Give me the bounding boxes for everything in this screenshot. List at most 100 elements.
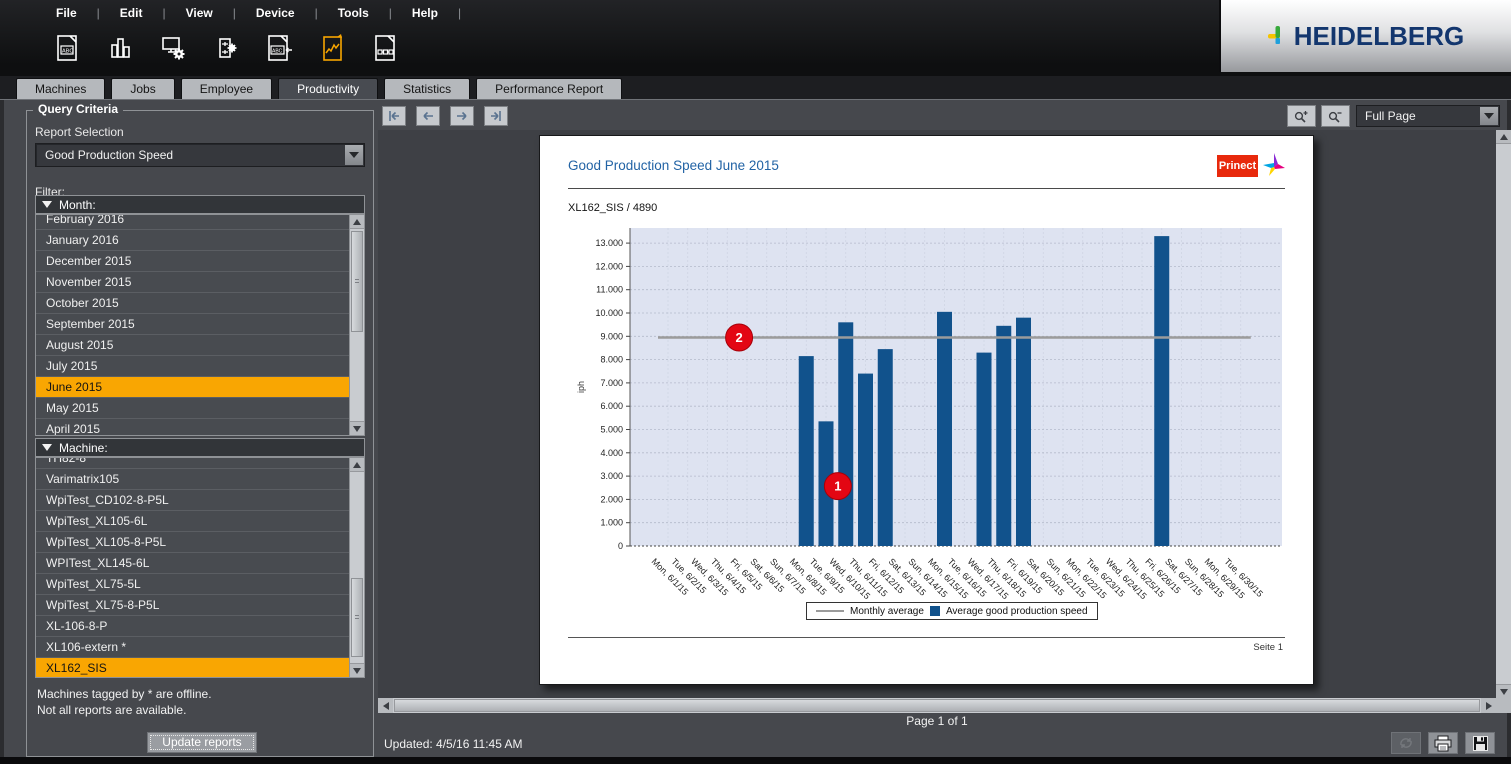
- menu-tools[interactable]: Tools: [332, 6, 375, 20]
- bar-fri-6-26-15: [1154, 236, 1169, 546]
- device-settings-icon[interactable]: [209, 30, 245, 66]
- menu-view[interactable]: View: [180, 6, 219, 20]
- chevron-down-icon[interactable]: [345, 145, 363, 165]
- y-tick-label: 9.000: [600, 331, 623, 341]
- month-item-december-2015[interactable]: December 2015: [36, 251, 349, 272]
- machine-item-wpitest-xl75-8-p5l[interactable]: WpiTest_XL75-8-P5L: [36, 595, 349, 616]
- scroll-up-icon[interactable]: [1496, 130, 1511, 144]
- report-canvas: 01.0002.0003.0004.0005.0006.0007.0008.00…: [378, 130, 1496, 698]
- tab-statistics[interactable]: Statistics: [384, 78, 470, 99]
- print-button[interactable]: [1428, 732, 1458, 754]
- scroll-down-icon[interactable]: [350, 663, 364, 677]
- refresh-button[interactable]: [1391, 732, 1421, 754]
- update-reports-button[interactable]: Update reports: [147, 732, 257, 753]
- scroll-up-icon[interactable]: [350, 458, 364, 472]
- machine-item-varimatrix105[interactable]: Varimatrix105: [36, 469, 349, 490]
- zoom-out-button[interactable]: [1321, 105, 1350, 127]
- scroll-up-icon[interactable]: [350, 215, 364, 229]
- machine-listbox: TH82-8Varimatrix105WpiTest_CD102-8-P5LWp…: [35, 457, 365, 678]
- menu-separator: |: [97, 6, 100, 20]
- month-item-november-2015[interactable]: November 2015: [36, 272, 349, 293]
- machine-item-wpitest-xl75-5l[interactable]: WpiTest_XL75-5L: [36, 574, 349, 595]
- y-tick-label: 13.000: [595, 238, 623, 248]
- machine-item-wpitest-xl145-6l[interactable]: WPITest_XL145-6L: [36, 553, 349, 574]
- tab-performance-report[interactable]: Performance Report: [476, 78, 622, 99]
- tab-employee[interactable]: Employee: [181, 78, 272, 99]
- month-scrollbar[interactable]: [349, 215, 364, 435]
- last-page-button[interactable]: [484, 106, 508, 126]
- menu-edit[interactable]: Edit: [114, 6, 149, 20]
- scrollbar-thumb[interactable]: [351, 578, 363, 657]
- month-item-july-2015[interactable]: July 2015: [36, 356, 349, 377]
- report-import-icon[interactable]: ABC: [262, 30, 298, 66]
- y-tick-label: 11.000: [596, 285, 623, 295]
- scrollbar-thumb[interactable]: [351, 231, 363, 332]
- machine-item-th82-8[interactable]: TH82-8: [36, 457, 349, 469]
- legend-label-average: Monthly average: [850, 606, 924, 617]
- report-selection-label: Report Selection: [35, 125, 124, 139]
- machine-section-header[interactable]: Machine:: [35, 438, 365, 457]
- menu-help[interactable]: Help: [406, 6, 444, 20]
- annotation-number: 2: [735, 330, 742, 345]
- y-axis-title: iph: [576, 381, 586, 393]
- tab-machines[interactable]: Machines: [16, 78, 105, 99]
- save-button[interactable]: [1465, 732, 1495, 754]
- first-page-button[interactable]: [382, 106, 406, 126]
- menu-separator: |: [458, 6, 461, 20]
- chevron-down-icon[interactable]: [1480, 107, 1498, 125]
- scroll-down-icon[interactable]: [350, 421, 364, 435]
- report-selection-dropdown[interactable]: Good Production Speed: [35, 143, 365, 167]
- report-nodes-icon[interactable]: [368, 30, 404, 66]
- menu-separator: |: [389, 6, 392, 20]
- machine-job-label: XL162_SIS / 4890: [568, 202, 657, 214]
- month-section-header[interactable]: Month:: [35, 195, 365, 214]
- menu-file[interactable]: File: [50, 6, 83, 20]
- chart-legend: Monthly average Average good production …: [806, 602, 1098, 620]
- machine-item-wpitest-xl105-8-p5l[interactable]: WpiTest_XL105-8-P5L: [36, 532, 349, 553]
- y-tick-label: 3.000: [600, 471, 623, 481]
- bar-wed-6-10-15: [838, 322, 853, 546]
- status-updated-text: Updated: 4/5/16 11:45 AM: [384, 737, 523, 751]
- machine-item-xl-106-8-p[interactable]: XL-106-8-P: [36, 616, 349, 637]
- month-item-january-2016[interactable]: January 2016: [36, 230, 349, 251]
- next-page-icon: [454, 110, 470, 122]
- zoom-in-button[interactable]: [1287, 105, 1316, 127]
- machine-item-wpitest-cd102-8-p5l[interactable]: WpiTest_CD102-8-P5L: [36, 490, 349, 511]
- abc-glyph: ABC: [62, 49, 73, 55]
- month-item-april-2015[interactable]: April 2015: [36, 419, 349, 436]
- month-item-february-2016[interactable]: February 2016: [36, 214, 349, 230]
- scroll-right-icon[interactable]: [1481, 698, 1496, 713]
- scrollbar-thumb[interactable]: [394, 699, 1480, 712]
- machine-item-xl162-sis[interactable]: XL162_SIS: [36, 658, 349, 678]
- y-tick-label: 0: [618, 541, 623, 551]
- reports-note: Not all reports are available.: [37, 703, 186, 717]
- machine-item-wpitest-xl105-6l[interactable]: WpiTest_XL105-6L: [36, 511, 349, 532]
- printer-icon: [1433, 735, 1453, 752]
- performance-report-icon[interactable]: [315, 30, 351, 66]
- month-item-september-2015[interactable]: September 2015: [36, 314, 349, 335]
- zoom-level-dropdown[interactable]: Full Page: [1356, 105, 1500, 127]
- scroll-left-icon[interactable]: [378, 698, 393, 713]
- viewer-horizontal-scrollbar[interactable]: [378, 698, 1496, 713]
- abc-glyph: ABC: [272, 49, 283, 55]
- zoom-in-icon: [1293, 109, 1310, 124]
- tab-productivity[interactable]: Productivity: [278, 78, 378, 99]
- computer-settings-icon[interactable]: [156, 30, 192, 66]
- bar-mon-6-15-15: [937, 312, 952, 546]
- footer-divider: [568, 637, 1285, 638]
- tab-jobs[interactable]: Jobs: [111, 78, 174, 99]
- next-page-button[interactable]: [450, 106, 474, 126]
- month-item-october-2015[interactable]: October 2015: [36, 293, 349, 314]
- bar-mon-6-8-15: [799, 356, 814, 546]
- viewer-vertical-scrollbar[interactable]: [1496, 130, 1511, 698]
- month-item-august-2015[interactable]: August 2015: [36, 335, 349, 356]
- month-item-may-2015[interactable]: May 2015: [36, 398, 349, 419]
- menu-device[interactable]: Device: [250, 6, 301, 20]
- machine-item-xl106-extern[interactable]: XL106-extern *: [36, 637, 349, 658]
- scroll-down-icon[interactable]: [1496, 684, 1511, 698]
- previous-page-button[interactable]: [416, 106, 440, 126]
- report-abc-icon[interactable]: ABC: [50, 30, 86, 66]
- bar-chart-icon[interactable]: [103, 30, 139, 66]
- month-item-june-2015[interactable]: June 2015: [36, 377, 349, 398]
- machine-scrollbar[interactable]: [349, 458, 364, 677]
